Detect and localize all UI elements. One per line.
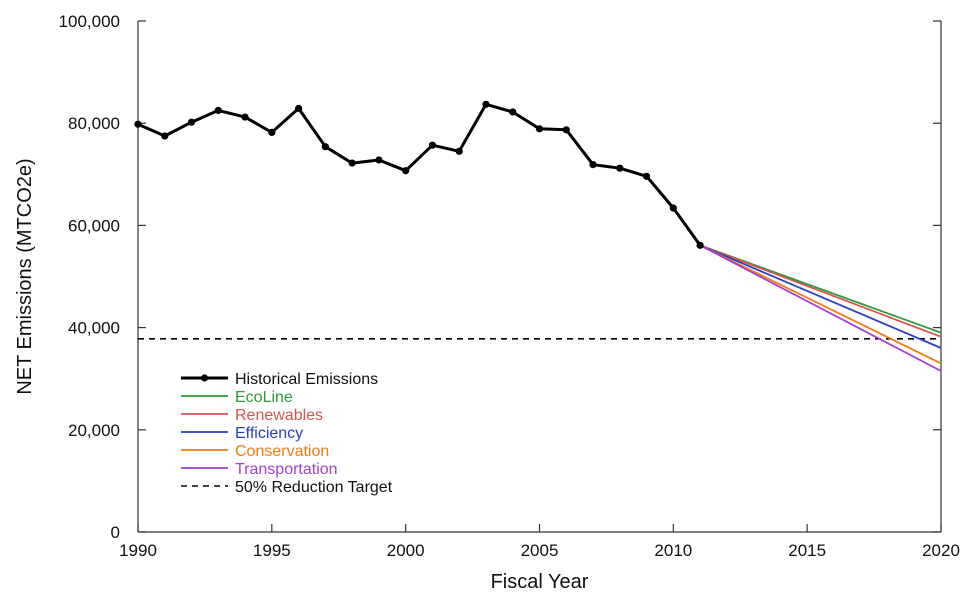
y-axis-label: NET Emissions (MTCO2e) bbox=[14, 158, 36, 394]
data-point bbox=[375, 156, 383, 164]
data-point bbox=[268, 128, 276, 136]
legend-label: Conservation bbox=[235, 443, 329, 460]
y-tick-label: 20,000 bbox=[68, 421, 120, 440]
data-point bbox=[428, 141, 437, 149]
data-point bbox=[589, 160, 597, 169]
series-line bbox=[699, 244, 942, 349]
data-point bbox=[214, 106, 222, 115]
data-point bbox=[482, 100, 490, 108]
y-tick-label: 60,000 bbox=[68, 216, 120, 235]
data-point bbox=[402, 167, 410, 175]
x-tick-label: 2000 bbox=[387, 541, 425, 560]
x-tick-label: 1990 bbox=[119, 541, 157, 560]
data-point bbox=[455, 147, 463, 155]
legend-label: Efficiency bbox=[235, 425, 303, 442]
y-tick-label: 0 bbox=[111, 523, 120, 542]
series-line bbox=[699, 244, 942, 372]
x-tick-label: 2010 bbox=[654, 541, 692, 560]
x-tick-label: 2015 bbox=[788, 541, 826, 560]
legend-label: 50% Reduction Target bbox=[235, 479, 393, 496]
legend: Historical EmissionsEcoLineRenewablesEff… bbox=[181, 371, 393, 496]
data-point bbox=[669, 204, 677, 212]
data-point bbox=[241, 113, 249, 121]
data-point bbox=[295, 104, 303, 112]
series-line bbox=[699, 244, 942, 365]
legend-label: Renewables bbox=[235, 407, 323, 424]
x-axis-label: Fiscal Year bbox=[491, 571, 589, 593]
x-tick-label: 2005 bbox=[521, 541, 559, 560]
data-point bbox=[509, 108, 517, 116]
data-point bbox=[562, 126, 570, 134]
data-point bbox=[696, 241, 704, 249]
data-point bbox=[642, 172, 651, 180]
x-tick-label: 1995 bbox=[253, 541, 291, 560]
legend-label: EcoLine bbox=[235, 389, 293, 406]
data-point bbox=[161, 132, 169, 140]
y-tick-label: 80,000 bbox=[68, 114, 120, 133]
data-point bbox=[187, 118, 196, 126]
axis-ticks bbox=[137, 20, 942, 533]
legend-label: Historical Emissions bbox=[235, 371, 378, 388]
y-tick-label: 100,000 bbox=[59, 12, 120, 31]
series-line bbox=[137, 102, 702, 247]
y-tick-label: 40,000 bbox=[68, 319, 120, 338]
legend-marker bbox=[200, 374, 209, 382]
data-point bbox=[321, 143, 329, 151]
data-point bbox=[616, 164, 624, 172]
x-tick-label: 2020 bbox=[922, 541, 960, 560]
tick-labels: 1990 1995 2000 2005 2010 2015 2020 0 20,000 40,00… bbox=[59, 12, 960, 560]
data-point bbox=[535, 125, 544, 133]
data-point bbox=[134, 120, 142, 128]
legend-label: Transportation bbox=[235, 461, 338, 478]
series-layer bbox=[134, 100, 942, 372]
data-point bbox=[348, 159, 356, 167]
series-line bbox=[699, 244, 942, 338]
